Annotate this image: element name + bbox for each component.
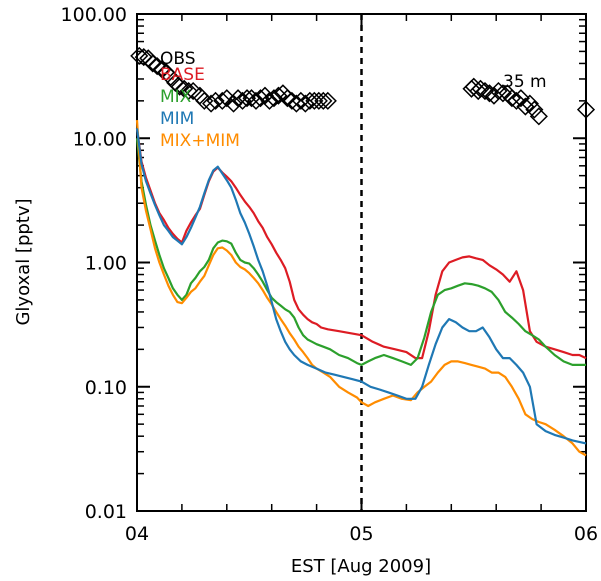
obs-marker	[148, 57, 167, 76]
obs-marker	[305, 91, 324, 110]
annotation-label: 35 m	[503, 72, 547, 92]
obs-marker	[233, 91, 252, 110]
obs-marker	[260, 91, 279, 110]
obs-marker	[179, 81, 198, 101]
x-axis-title: EST [Aug 2009]	[291, 556, 431, 577]
obs-marker	[309, 91, 328, 110]
series-line-mix	[135, 138, 586, 366]
obs-marker	[314, 91, 333, 110]
obs-marker	[246, 91, 266, 110]
y-tick-label: 100.00	[61, 4, 127, 26]
obs-marker	[471, 79, 490, 98]
obs-marker	[516, 97, 535, 116]
legend-label-obs: OBS	[160, 49, 196, 69]
obs-marker	[525, 100, 544, 119]
obs-marker	[475, 81, 495, 101]
legend-label-base: BASE	[160, 65, 205, 85]
x-axis: 04 05 06	[125, 14, 598, 545]
series-layer	[130, 46, 596, 457]
legend-label-mix: MIX	[160, 87, 192, 107]
obs-marker	[213, 91, 232, 110]
y-axis: 0.01 0.10 1.00 10.00 100.00	[61, 4, 586, 523]
obs-marker	[529, 107, 548, 126]
obs-marker	[282, 91, 301, 110]
obs-marker	[195, 91, 214, 110]
obs-marker	[206, 91, 225, 110]
obs-marker	[170, 77, 189, 96]
y-tick-label: 0.01	[85, 501, 127, 523]
x-tick-label: 04	[125, 523, 149, 545]
obs-marker	[134, 48, 153, 67]
obs-marker	[480, 84, 499, 103]
series-line-base	[135, 128, 587, 360]
obs-marker	[520, 94, 539, 113]
y-tick-label: 0.10	[85, 377, 127, 399]
x-tick-label: 06	[574, 523, 598, 545]
obs-marker	[264, 89, 284, 108]
obs-marker	[224, 94, 243, 113]
y-tick-label: 10.00	[73, 128, 127, 150]
obs-marker	[493, 84, 512, 103]
y-tick-label: 1.00	[85, 253, 127, 275]
obs-marker	[228, 89, 248, 108]
obs-marker	[507, 91, 526, 110]
obs-marker	[576, 100, 596, 119]
obs-marker	[291, 91, 310, 110]
obs-marker	[300, 91, 319, 110]
obs-marker	[202, 94, 221, 113]
obs-marker	[502, 89, 521, 108]
obs-marker	[318, 91, 337, 110]
obs-marker	[511, 89, 530, 108]
legend-label-mix-mim: MIX+MIM	[160, 131, 240, 151]
obs-marker	[143, 54, 162, 73]
legend-label-mim: MIM	[160, 109, 194, 129]
x-tick-label: 05	[349, 523, 373, 545]
y-axis-title: Glyoxal [pptv]	[13, 198, 34, 325]
series-line-mim	[135, 128, 587, 445]
obs-marker	[278, 89, 297, 108]
series-line-mix-mim	[135, 120, 587, 457]
